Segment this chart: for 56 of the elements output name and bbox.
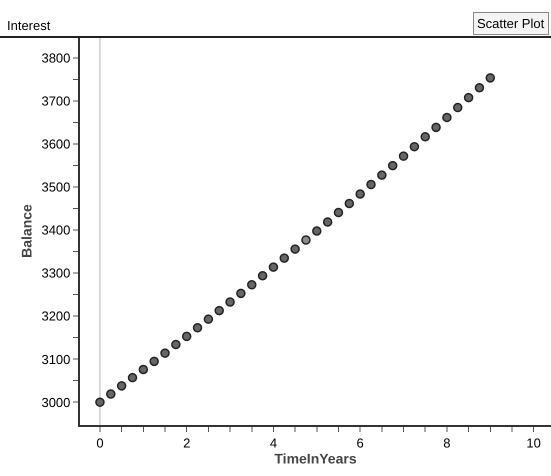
point [355, 189, 365, 199]
point [247, 280, 256, 290]
y-tick-label: 3600 [41, 136, 70, 152]
y-tick-label: 3000 [41, 394, 70, 410]
point [128, 372, 138, 382]
point [214, 306, 224, 316]
x-tick-label: 2 [183, 436, 190, 451]
y-tick-label: 3400 [41, 222, 70, 238]
point [486, 73, 496, 83]
point [280, 253, 290, 263]
point [464, 92, 474, 102]
y-tick-label: 3100 [41, 352, 70, 367]
point [398, 151, 408, 161]
point [312, 226, 322, 236]
point [116, 381, 126, 391]
y-tick-label: 3800 [41, 50, 70, 66]
y-axis-title: Balance [18, 204, 35, 258]
x-tick-label: 8 [443, 436, 451, 451]
point [377, 170, 387, 180]
point [431, 122, 441, 132]
x-tick-label: 6 [356, 436, 364, 451]
x-axis-title: TimeInYears [274, 450, 357, 467]
y-tick-label: 3300 [41, 266, 70, 281]
point [290, 244, 300, 254]
point [366, 180, 376, 190]
point [322, 217, 332, 227]
y-tick-label: 3700 [41, 94, 70, 109]
x-tick-label: 0 [96, 436, 104, 451]
y-tick-label: 3500 [41, 180, 70, 195]
point [334, 208, 344, 218]
y-tick-label: 3200 [41, 308, 70, 324]
point [453, 102, 462, 112]
point [474, 83, 484, 93]
point [236, 288, 246, 298]
point [149, 356, 159, 366]
point [388, 160, 398, 170]
point [258, 270, 268, 280]
point [204, 314, 214, 324]
point [182, 332, 192, 342]
text: Scatter Plot [477, 16, 545, 31]
point [106, 389, 116, 399]
point [268, 262, 278, 272]
point [442, 112, 452, 122]
point [225, 297, 235, 307]
point [410, 142, 420, 152]
point [160, 348, 170, 358]
point [95, 397, 105, 407]
point [171, 340, 181, 350]
point [420, 132, 430, 142]
point [344, 198, 354, 208]
chart-title: Interest [7, 18, 51, 33]
point [138, 364, 148, 374]
point [192, 323, 202, 333]
x-tick-label: 4 [270, 436, 278, 451]
x-tick-label: 10 [526, 436, 541, 451]
point [301, 235, 311, 245]
